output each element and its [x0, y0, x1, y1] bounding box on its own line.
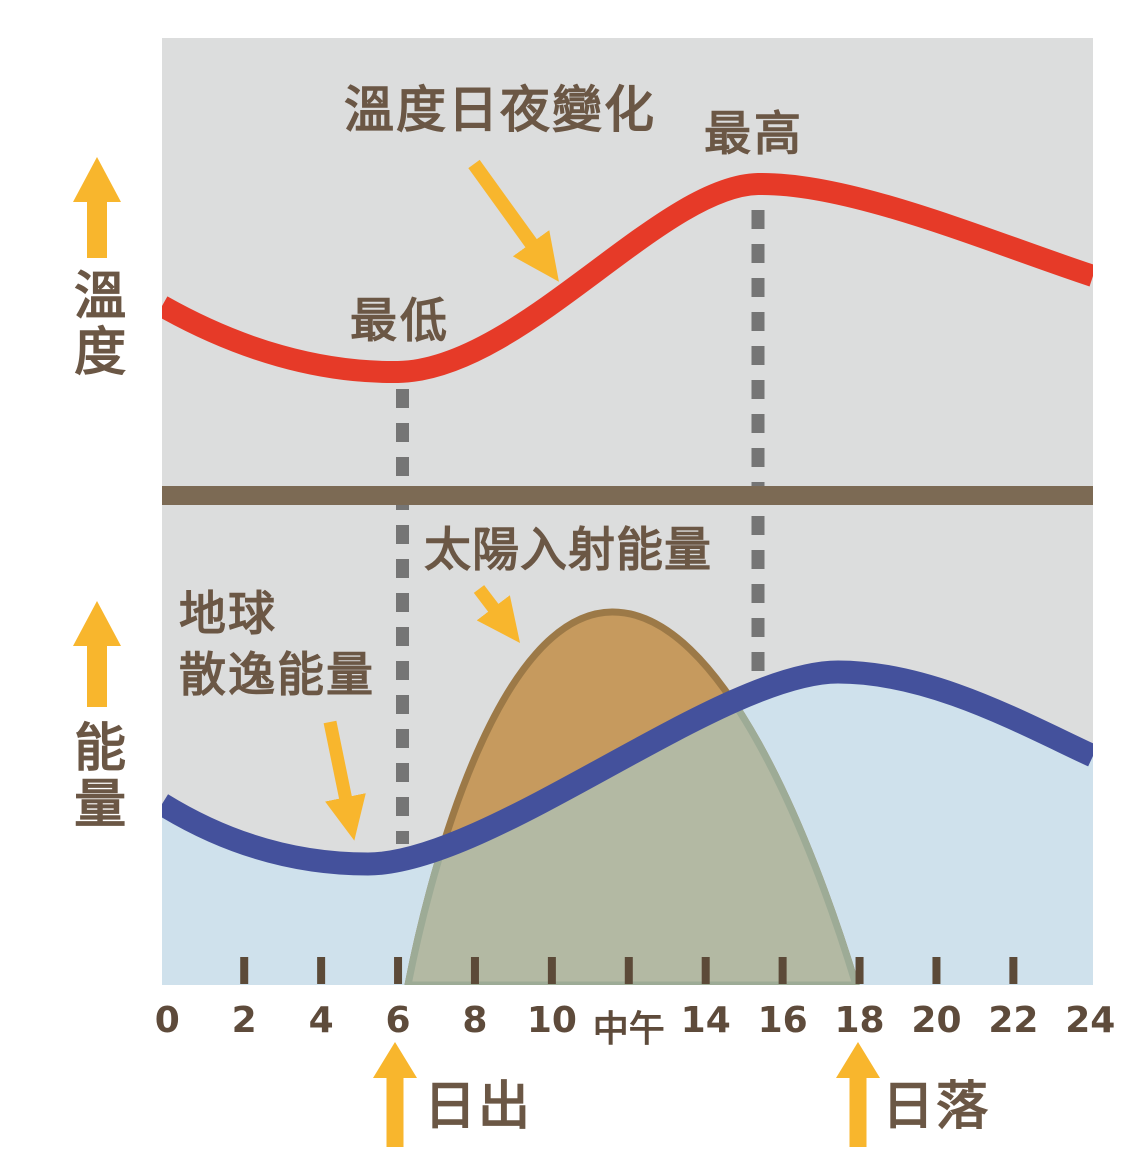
x-axis-label: 22: [988, 1000, 1039, 1041]
sunrise-label: 日出: [424, 1077, 533, 1137]
x-axis-label: 14: [680, 1000, 731, 1041]
earth-annotation-arrow-icon: [323, 720, 366, 841]
curve-title-label: 溫度日夜變化: [344, 81, 656, 139]
sunset-label: 日落: [882, 1077, 991, 1137]
x-axis-label: 18: [834, 1000, 885, 1041]
y-axis-label-energy: 能量: [64, 720, 125, 832]
earth-energy-label-line1: 地球: [179, 587, 277, 642]
energy-axis-arrow-icon: [73, 601, 121, 707]
x-axis-label: 6: [385, 1000, 411, 1041]
earth-energy-label-line2: 散逸能量: [179, 648, 375, 703]
x-axis-label: 10: [526, 1000, 577, 1041]
x-axis-label: 4: [308, 1000, 334, 1041]
temperature-curve: [162, 172, 1093, 384]
x-axis-label: 16: [757, 1000, 808, 1041]
sunrise-arrow-icon: [373, 1042, 417, 1147]
x-axis-label: 0: [154, 1000, 180, 1041]
x-axis-ticks: [240, 957, 1018, 984]
temp-min-label: 最低: [350, 294, 450, 349]
x-axis-label: 中午: [592, 1009, 665, 1050]
solar-annotation-arrow-icon: [473, 585, 521, 643]
x-axis-label: 8: [462, 1000, 488, 1041]
y-axis-label-temperature: 溫度: [64, 268, 125, 380]
sunset-arrow-icon: [836, 1042, 880, 1147]
temperature-annotation-arrow-icon: [468, 159, 559, 282]
x-axis-label: 20: [911, 1000, 962, 1041]
earth-energy-curve: [162, 660, 1093, 876]
temperature-axis-arrow-icon: [73, 157, 121, 258]
x-axis-label: 2: [231, 1000, 257, 1041]
x-axis-label: 24: [1065, 1000, 1116, 1041]
solar-energy-label: 太陽入射能量: [424, 523, 712, 578]
panel-divider: [162, 486, 1093, 505]
temp-max-label: 最高: [704, 107, 804, 162]
